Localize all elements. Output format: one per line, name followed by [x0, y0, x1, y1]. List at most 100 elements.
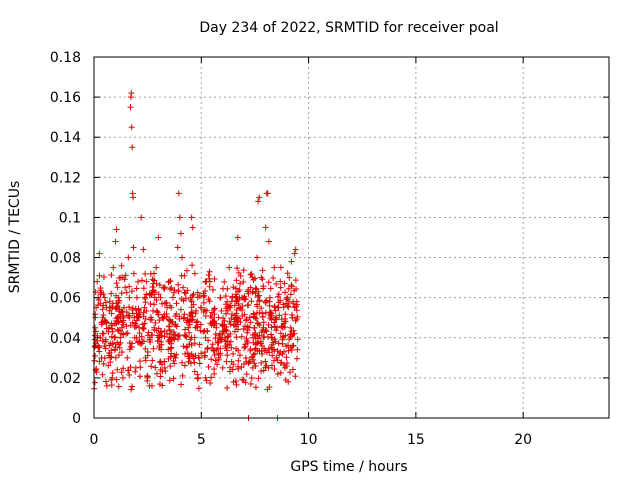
data-point — [106, 304, 113, 311]
data-point — [166, 278, 173, 285]
data-point — [254, 320, 261, 327]
data-point — [274, 371, 281, 378]
data-point — [244, 302, 251, 309]
data-point — [288, 283, 295, 290]
data-point — [207, 379, 214, 386]
data-point — [209, 319, 216, 326]
data-point — [138, 214, 145, 221]
data-point — [208, 321, 215, 328]
data-point — [142, 299, 149, 306]
data-point — [135, 314, 142, 321]
data-point — [106, 350, 113, 357]
data-point — [220, 327, 227, 334]
data-point — [112, 354, 119, 361]
data-point — [200, 299, 207, 306]
data-point — [205, 296, 212, 303]
data-point — [100, 274, 107, 281]
data-point — [166, 336, 173, 343]
data-point — [294, 336, 301, 343]
data-point — [165, 279, 172, 286]
plot-frame — [93, 56, 610, 419]
data-point — [132, 305, 139, 312]
data-point — [153, 307, 160, 314]
data-point — [275, 291, 282, 298]
data-point — [215, 356, 222, 363]
data-point — [282, 332, 289, 339]
data-point — [221, 278, 228, 285]
data-point — [94, 278, 101, 285]
data-point — [272, 315, 279, 322]
data-point — [230, 284, 237, 291]
data-point — [249, 274, 256, 281]
data-point — [175, 287, 182, 294]
data-point — [149, 284, 156, 291]
data-point — [117, 315, 124, 322]
data-point — [231, 322, 238, 329]
y-tick-label: 0.06 — [50, 291, 81, 307]
data-point — [191, 334, 198, 341]
data-point — [231, 302, 238, 309]
data-point — [166, 316, 173, 323]
data-point — [233, 345, 240, 352]
data-point — [133, 323, 140, 330]
data-point — [170, 335, 177, 342]
data-point — [121, 304, 128, 311]
data-point — [101, 355, 108, 362]
data-point — [246, 358, 253, 365]
data-point — [248, 298, 255, 305]
data-point — [150, 345, 157, 352]
data-point — [201, 349, 208, 356]
data-point — [119, 308, 126, 315]
data-point — [146, 382, 153, 389]
data-point — [195, 385, 202, 392]
data-point — [235, 357, 242, 364]
data-point — [226, 264, 233, 271]
x-tick-label: 0 — [90, 432, 99, 448]
data-point — [277, 369, 284, 376]
data-point — [294, 355, 301, 362]
data-point — [267, 313, 274, 320]
data-point — [129, 383, 136, 390]
data-point — [142, 315, 149, 322]
data-point — [250, 288, 257, 295]
data-point — [202, 313, 209, 320]
data-point — [101, 294, 108, 301]
data-point — [126, 371, 133, 378]
data-point — [277, 278, 284, 285]
data-point — [156, 282, 163, 289]
data-point — [112, 238, 119, 245]
data-point — [266, 298, 273, 305]
data-point — [292, 373, 299, 380]
data-point — [257, 340, 264, 347]
data-point — [140, 324, 147, 331]
data-point — [180, 284, 187, 291]
data-point — [109, 300, 116, 307]
data-point — [270, 275, 277, 282]
data-point — [115, 313, 122, 320]
data-point — [244, 288, 251, 295]
data-point — [271, 323, 278, 330]
data-point — [127, 104, 134, 111]
data-point — [156, 317, 163, 324]
data-point — [206, 275, 213, 282]
data-point — [241, 293, 248, 300]
data-point — [235, 326, 242, 333]
data-point — [128, 344, 135, 351]
data-point — [149, 357, 156, 364]
data-point — [191, 270, 198, 277]
data-point — [242, 323, 249, 330]
data-point — [258, 368, 265, 375]
data-point — [273, 314, 280, 321]
data-point — [278, 359, 285, 366]
data-point — [254, 303, 261, 310]
data-point — [133, 285, 140, 292]
data-point — [100, 302, 107, 309]
data-point — [201, 292, 208, 299]
data-point — [161, 300, 168, 307]
data-point — [191, 340, 198, 347]
data-point — [219, 331, 226, 338]
data-point — [137, 364, 144, 371]
data-point — [271, 264, 278, 271]
data-point — [133, 317, 140, 324]
